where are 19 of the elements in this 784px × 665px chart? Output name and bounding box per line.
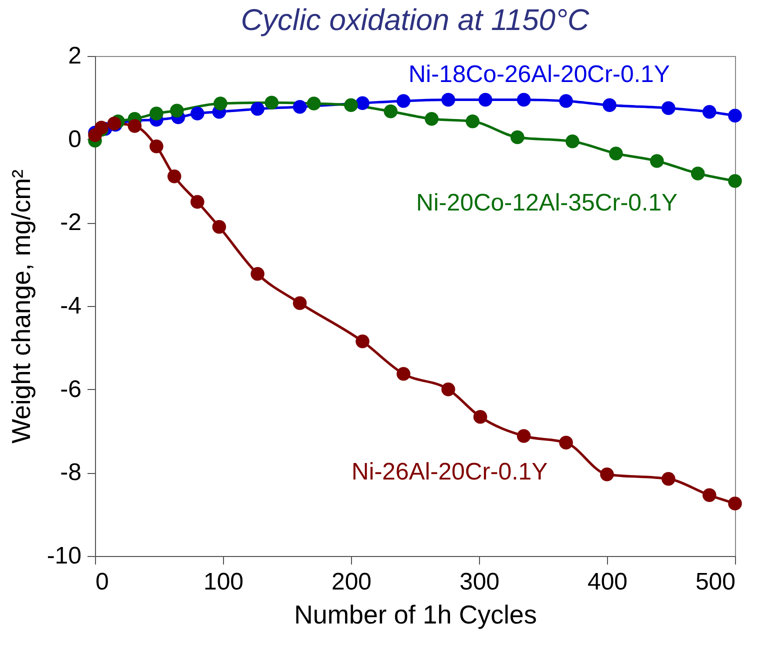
x-tick-label: 500: [695, 568, 736, 596]
y-tick-label: -6: [60, 376, 82, 403]
x-tick-label: 300: [459, 568, 500, 596]
series-label: Ni-18Co-26Al-20Cr-0.1Y: [408, 60, 670, 88]
y-tick-label: -8: [60, 459, 82, 486]
chart-title: Cyclic oxidation at 1150°C: [240, 4, 590, 37]
y-tick-label: -10: [46, 542, 82, 570]
x-tick-label: 0: [96, 568, 109, 596]
x-tick-label: 100: [203, 568, 244, 596]
series-label: Ni-26Al-20Cr-0.1Y: [352, 458, 548, 486]
series-label: Ni-20Co-12Al-35Cr-0.1Y: [416, 190, 678, 216]
y-tick-label: -4: [60, 292, 82, 320]
x-tick-label: 200: [331, 568, 372, 596]
x-tick-label: 400: [587, 568, 628, 596]
y-tick-label: 2: [68, 42, 82, 70]
y-tick-label: 0: [68, 126, 82, 153]
x-axis-title: Number of 1h Cycles: [294, 600, 537, 630]
y-axis-title: Weight change, mg/cm²: [6, 169, 36, 444]
y-tick-label: -2: [60, 209, 82, 236]
